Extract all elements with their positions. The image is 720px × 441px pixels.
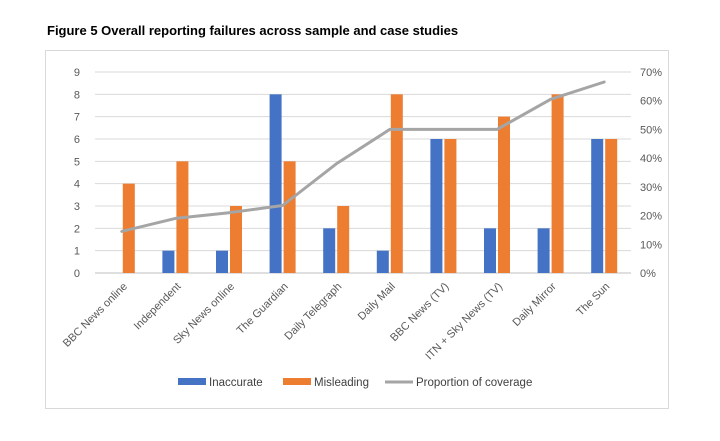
category-label: Daily Mail xyxy=(356,281,398,323)
right-tick-label: 50% xyxy=(640,124,662,136)
legend-swatch-inaccurate xyxy=(178,378,206,385)
right-tick-label: 40% xyxy=(640,153,662,165)
bar-inaccurate xyxy=(591,139,604,273)
category-label: Daily Mirror xyxy=(510,280,558,328)
bar-inaccurate xyxy=(216,250,228,273)
bar-inaccurate xyxy=(269,94,282,273)
left-tick-label: 7 xyxy=(74,112,80,124)
bar-misleading xyxy=(551,94,564,273)
bar-misleading xyxy=(444,139,457,273)
category-label: Daily Telegraph xyxy=(282,281,344,343)
bar-misleading xyxy=(337,206,350,273)
left-tick-label: 4 xyxy=(74,179,80,191)
bar-misleading xyxy=(283,161,296,273)
left-tick-label: 5 xyxy=(74,156,80,168)
right-tick-label: 60% xyxy=(640,96,662,108)
bar-inaccurate xyxy=(162,250,175,273)
bar-inaccurate xyxy=(323,228,336,273)
left-tick-label: 0 xyxy=(74,268,80,280)
right-tick-label: 0% xyxy=(640,268,656,280)
left-tick-label: 3 xyxy=(74,201,80,213)
left-tick-label: 1 xyxy=(74,246,80,258)
bar-inaccurate xyxy=(430,139,443,273)
chart-frame xyxy=(45,50,669,409)
bar-misleading xyxy=(498,116,510,274)
bar-inaccurate xyxy=(484,228,496,273)
bar-inaccurate xyxy=(376,250,389,273)
right-tick-label: 20% xyxy=(640,211,662,223)
bar-misleading xyxy=(230,206,242,273)
legend-label-misleading: Misleading xyxy=(314,377,369,389)
figure-title: Figure 5 Overall reporting failures acro… xyxy=(47,23,459,38)
bar-misleading xyxy=(390,94,403,273)
legend-label-proportion-of-coverage: Proportion of coverage xyxy=(416,377,532,389)
left-tick-label: 6 xyxy=(74,134,80,146)
left-tick-label: 8 xyxy=(74,89,80,101)
category-label: The Sun xyxy=(574,281,612,319)
right-tick-label: 10% xyxy=(640,239,662,251)
category-label: BBC News online xyxy=(61,281,130,350)
category-label: The Guardian xyxy=(235,281,291,337)
left-tick-label: 9 xyxy=(74,67,80,79)
bar-misleading xyxy=(605,139,618,273)
legend-label-inaccurate: Inaccurate xyxy=(209,377,263,389)
bar-inaccurate xyxy=(537,228,550,273)
left-tick-label: 2 xyxy=(74,223,80,235)
right-tick-label: 70% xyxy=(640,67,662,79)
category-label: Independent xyxy=(132,281,184,333)
series-line-proportion-of-coverage xyxy=(120,80,606,233)
legend-swatch-misleading xyxy=(283,378,311,385)
right-tick-label: 30% xyxy=(640,182,662,194)
